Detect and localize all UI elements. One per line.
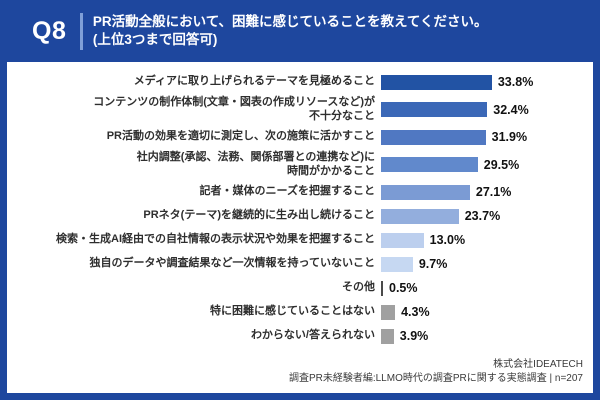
category-label: 検索・生成AI経由での自社情報の表示状況や効果を把握すること bbox=[56, 233, 375, 246]
chart-row: 検索・生成AI経由での自社情報の表示状況や効果を把握すること 13.0% bbox=[7, 228, 593, 252]
chart-row: 独自のデータや調査結果など一次情報を持っていないこと 9.7% bbox=[7, 252, 593, 276]
chart-row: PR活動の効果を適切に測定し、次の施策に活かすこと 31.9% bbox=[7, 125, 593, 149]
value-label: 32.4% bbox=[493, 102, 529, 117]
value-label: 31.9% bbox=[491, 130, 528, 144]
value-bar bbox=[381, 304, 396, 320]
category-label: 特に困難に感じていることはない bbox=[210, 305, 375, 318]
chart-row: 記者・媒体のニーズを把握すること 27.1% bbox=[7, 180, 593, 204]
value-bar bbox=[381, 256, 413, 272]
survey-caption: 調査PR未経験者編:LLMO時代の調査PRに関する実態調査 | n=207 bbox=[288, 373, 583, 384]
value-label: 23.7% bbox=[464, 209, 501, 223]
chart-row: 特に困難に感じていることはない 4.3% bbox=[7, 300, 593, 324]
category-label: 記者・媒体のニーズを把握すること bbox=[199, 185, 375, 198]
chart-footer: 株式会社IDEATECH 調査PR未経験者編:LLMO時代の調査PRに関する実態… bbox=[289, 358, 583, 386]
category-label: PRネタ(テーマ)を継続的に生み出し続けること bbox=[143, 209, 375, 222]
question-line1: PR活動全般において、困難に感じていることを教えてください。 bbox=[92, 14, 488, 30]
value-label: 9.7% bbox=[418, 257, 448, 271]
company-name: 株式会社IDEATECH bbox=[493, 359, 583, 370]
value-label: 0.5% bbox=[389, 281, 418, 295]
category-label: その他 bbox=[342, 281, 375, 294]
value-bar bbox=[381, 102, 488, 117]
category-label: メディアに取り上げられるテーマを見極めること bbox=[133, 75, 375, 88]
chart-row: コンテンツの制作体制(文章・図表の作成リソースなど)が 不十分なこと 32.4% bbox=[7, 94, 593, 125]
question-text: PR活動全般において、困難に感じていることを教えてください。 (上位3つまで回答… bbox=[93, 13, 488, 48]
category-label: コンテンツの制作体制(文章・図表の作成リソースなど)が 不十分なこと bbox=[93, 95, 375, 122]
value-bar bbox=[381, 184, 470, 200]
value-bar bbox=[381, 208, 459, 224]
value-label: 4.3% bbox=[401, 305, 430, 319]
value-bar bbox=[381, 232, 424, 248]
header-divider bbox=[80, 12, 83, 50]
chart-row: メディアに取り上げられるテーマを見極めること 33.8% bbox=[7, 70, 593, 94]
value-bar bbox=[381, 157, 478, 172]
category-label: 社内調整(承認、法務、関係部署との連携など)に 時間がかかること bbox=[136, 150, 375, 177]
category-label: わからない/答えられない bbox=[250, 329, 375, 342]
question-header: Q8 PR活動全般において、困難に感じていることを教えてください。 (上位3つま… bbox=[0, 0, 600, 62]
question-line2: (上位3つまで回答可) bbox=[92, 32, 218, 47]
chart-panel: メディアに取り上げられるテーマを見極めること 33.8% コンテンツの制作体制(文章… bbox=[7, 62, 593, 393]
category-label: PR活動の効果を適切に測定し、次の施策に活かすこと bbox=[106, 130, 375, 143]
chart-row: 社内調整(承認、法務、関係部署との連携など)に 時間がかかること 29.5% bbox=[7, 149, 593, 180]
value-bar bbox=[381, 328, 394, 344]
chart-row: PRネタ(テーマ)を継続的に生み出し続けること 23.7% bbox=[7, 204, 593, 228]
value-label: 33.8% bbox=[497, 75, 534, 89]
value-label: 27.1% bbox=[475, 185, 512, 199]
value-label: 13.0% bbox=[429, 233, 466, 247]
value-bar bbox=[381, 74, 492, 90]
question-number: Q8 bbox=[32, 16, 67, 45]
value-bar bbox=[381, 280, 383, 296]
value-bar bbox=[381, 129, 486, 145]
chart-row: わからない/答えられない 3.9% bbox=[7, 324, 593, 348]
value-label: 3.9% bbox=[399, 329, 429, 343]
chart-rows: メディアに取り上げられるテーマを見極めること 33.8% コンテンツの制作体制(文章… bbox=[7, 70, 593, 348]
category-label: 独自のデータや調査結果など一次情報を持っていないこと bbox=[89, 257, 375, 270]
value-label: 29.5% bbox=[483, 157, 520, 172]
chart-row: その他 0.5% bbox=[7, 276, 593, 300]
